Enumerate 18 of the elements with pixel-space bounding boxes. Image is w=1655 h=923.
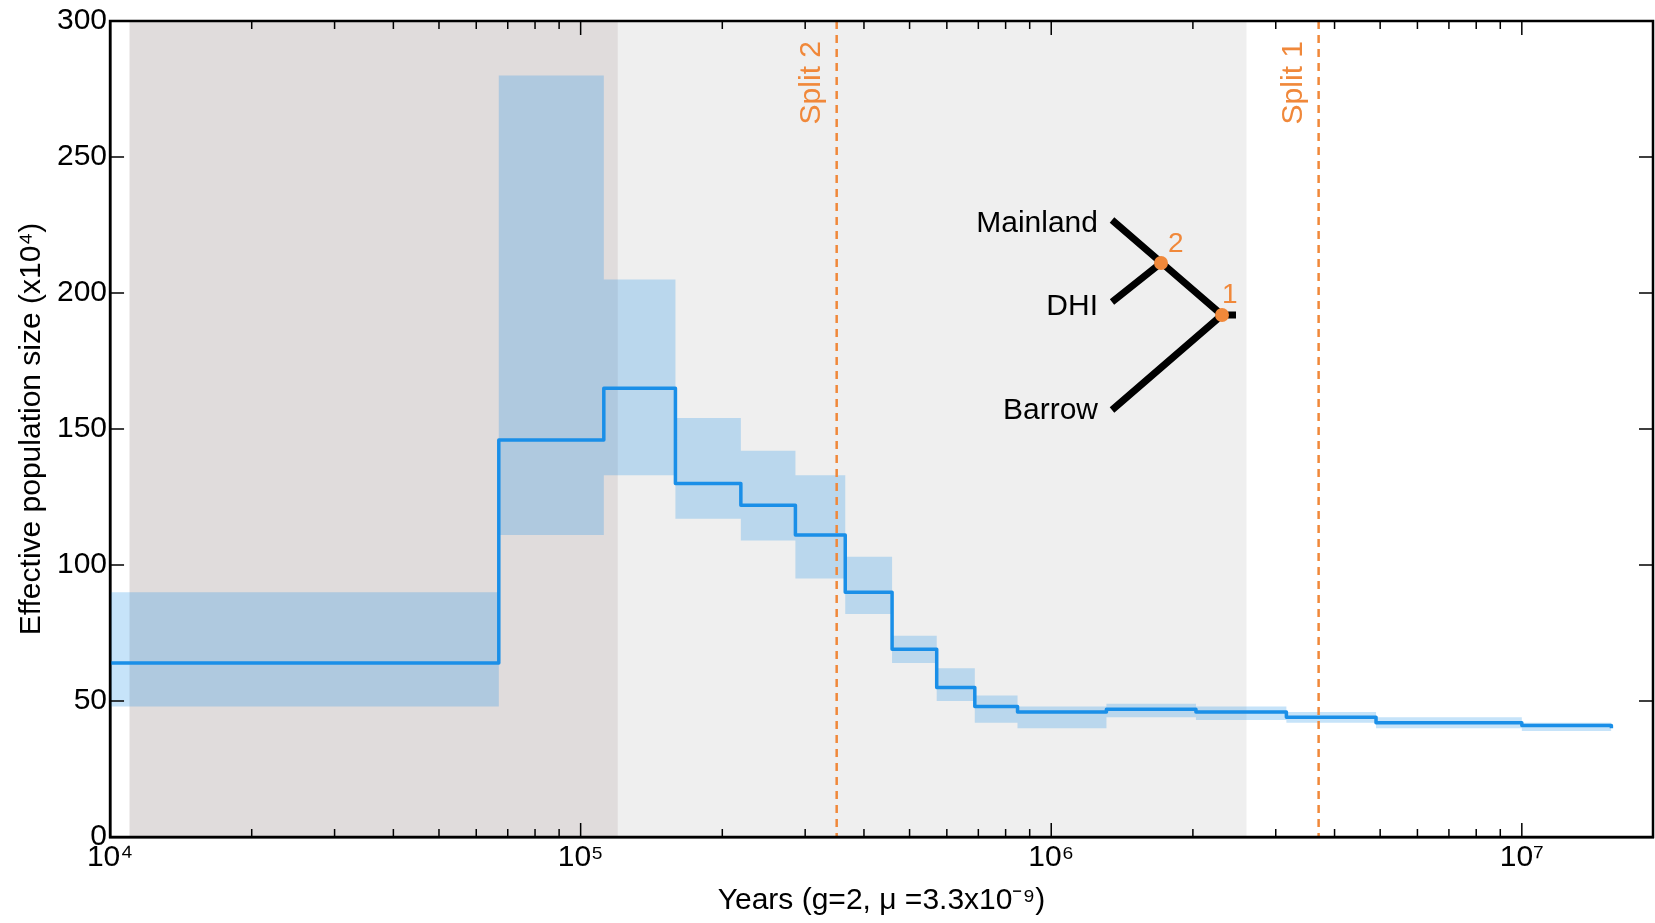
annotation: Mainland <box>976 205 1098 238</box>
y-tick-label: 50 <box>73 682 108 716</box>
y-tick-label: 200 <box>56 274 108 308</box>
y-tick-label: 250 <box>56 138 108 172</box>
x-axis-title: Years (g=2, μ =3.3x10⁻⁹) <box>717 882 1046 916</box>
ref-line-label: Split 1 <box>1274 41 1308 125</box>
y-axis-title: Effective population size (x10⁴) <box>13 222 47 636</box>
annotation: Barrow <box>1002 392 1099 425</box>
annotation: DHI <box>1046 288 1098 321</box>
x-tick-label: 10⁷ <box>1499 839 1544 873</box>
x-tick-label: 10⁵ <box>557 839 604 873</box>
y-tick-label: 150 <box>56 410 108 444</box>
annotation: 1 <box>1222 278 1238 309</box>
y-tick-label: 100 <box>56 546 108 580</box>
annotation: 2 <box>1168 227 1184 258</box>
ref-line-label: Split 2 <box>792 41 826 125</box>
y-tick-label: 300 <box>56 2 108 36</box>
x-tick-label: 10⁶ <box>1028 839 1075 873</box>
